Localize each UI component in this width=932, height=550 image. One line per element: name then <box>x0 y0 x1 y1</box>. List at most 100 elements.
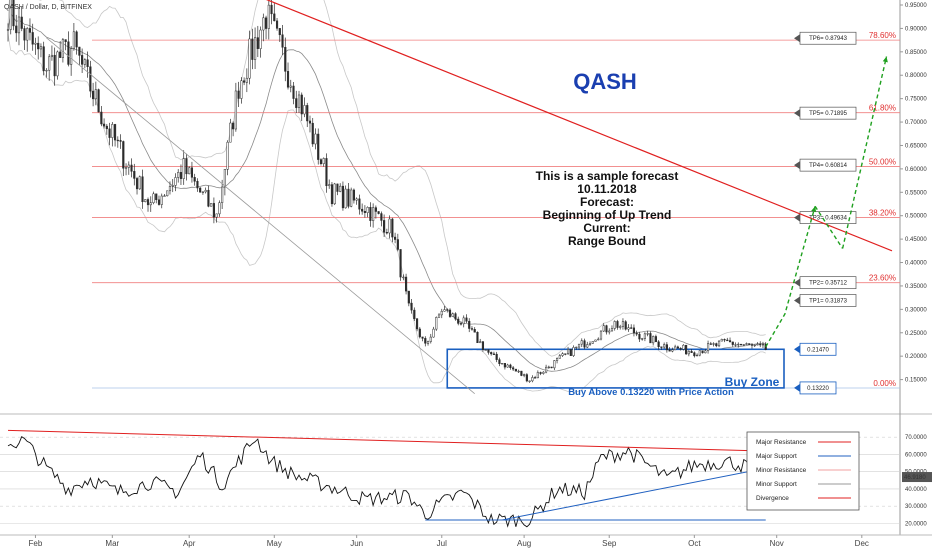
candle-body <box>451 313 454 317</box>
buy-zone-label: Buy Zone <box>725 375 780 389</box>
candle-body <box>385 232 388 234</box>
candle-body <box>572 347 575 356</box>
candle-body <box>490 352 493 355</box>
y-tick-label: 0.40000 <box>905 261 927 267</box>
candle-body <box>720 339 723 342</box>
candle-body <box>70 48 73 65</box>
month-label: Mar <box>105 539 119 548</box>
rsi-current-box <box>902 472 932 483</box>
candle-body <box>157 199 161 205</box>
candle-body <box>506 364 509 368</box>
candle-body <box>267 4 270 29</box>
candle-body <box>413 309 416 320</box>
candle-body <box>632 327 636 334</box>
candle-body <box>53 54 56 77</box>
candle-body <box>728 340 732 343</box>
candle-body <box>171 185 174 187</box>
candle-body <box>306 105 309 122</box>
candle-body <box>643 333 646 339</box>
candle-body <box>34 42 37 45</box>
candle-body <box>254 37 257 60</box>
candle-body <box>322 158 325 164</box>
candle-body <box>81 55 84 65</box>
candle-body <box>308 120 312 124</box>
candle-body <box>545 366 548 373</box>
fib-label: 61.80% <box>869 104 896 113</box>
candle-body <box>190 167 194 178</box>
candle-body <box>369 207 372 221</box>
candle-body <box>303 105 306 115</box>
month-label: Aug <box>517 539 531 548</box>
candle-body <box>696 354 699 357</box>
candle-body <box>536 372 539 379</box>
candle-body <box>742 344 745 346</box>
y-tick-label: 0.80000 <box>905 73 927 79</box>
candle-body <box>240 80 243 99</box>
candle-body <box>498 359 501 364</box>
candle-body <box>177 172 180 178</box>
candle-body <box>638 333 641 340</box>
candle-body <box>61 39 64 58</box>
candle-body <box>83 59 86 65</box>
candle-body <box>525 374 528 382</box>
candle-body <box>619 326 622 328</box>
candle-body <box>31 32 34 45</box>
minor-trend-line <box>46 37 475 394</box>
candle-body <box>281 34 284 48</box>
candle-body <box>396 239 399 250</box>
candle-body <box>116 139 119 142</box>
candle-body <box>580 340 583 345</box>
fib-label: 38.20% <box>869 209 896 218</box>
month-label: Jun <box>350 539 363 548</box>
tp-pointer <box>794 278 800 287</box>
candle-body <box>333 183 336 205</box>
forecast-path-1 <box>765 206 816 348</box>
candle-body <box>130 164 133 172</box>
candle-body <box>558 355 561 359</box>
candle-body <box>119 140 122 142</box>
candle-body <box>432 328 435 338</box>
candle-body <box>72 31 75 49</box>
candle-body <box>341 185 345 209</box>
candle-body <box>429 336 432 342</box>
candle-body <box>435 317 438 330</box>
candle-body <box>300 94 303 115</box>
candle-body <box>561 353 564 356</box>
candle-body <box>415 318 419 330</box>
candle-body <box>715 343 718 347</box>
candle-body <box>89 66 92 92</box>
candle-body <box>212 203 215 218</box>
forecast-arrow-2 <box>882 56 888 63</box>
rsi-tick-label: 70.0000 <box>905 435 927 441</box>
candle-body <box>550 366 553 369</box>
band-lower <box>7 34 766 393</box>
time-axis: Feb Mar Apr May Jun Jul Aug Sep Oct Nov Dec <box>29 535 869 548</box>
candle-body <box>641 338 644 340</box>
forecast-path-3 <box>841 56 888 249</box>
candle-body <box>679 347 682 350</box>
tp-pointer <box>794 213 800 222</box>
y-tick-label: 0.45000 <box>905 237 927 243</box>
candle-body <box>223 169 226 188</box>
candle-body <box>215 213 218 218</box>
candle-body <box>111 124 114 138</box>
candle-body <box>100 111 103 125</box>
candle-body <box>394 236 397 240</box>
y-tick-label: 0.65000 <box>905 143 927 149</box>
rsi-current-value: 46.9180 <box>904 475 926 481</box>
candle-body <box>599 330 603 340</box>
candle-body <box>704 350 707 354</box>
candle-body <box>78 46 81 56</box>
candle-body <box>37 42 40 50</box>
candle-body <box>495 353 498 360</box>
candle-body <box>693 352 696 357</box>
candle-body <box>402 276 405 279</box>
candle-body <box>352 189 355 201</box>
buy-zone-box <box>446 348 785 389</box>
candle-body <box>566 349 570 354</box>
candle-body <box>553 360 556 369</box>
forecast-arrow-1 <box>811 206 817 213</box>
candle-body <box>764 343 767 350</box>
legend-box <box>746 431 860 511</box>
candle-body <box>608 330 611 333</box>
